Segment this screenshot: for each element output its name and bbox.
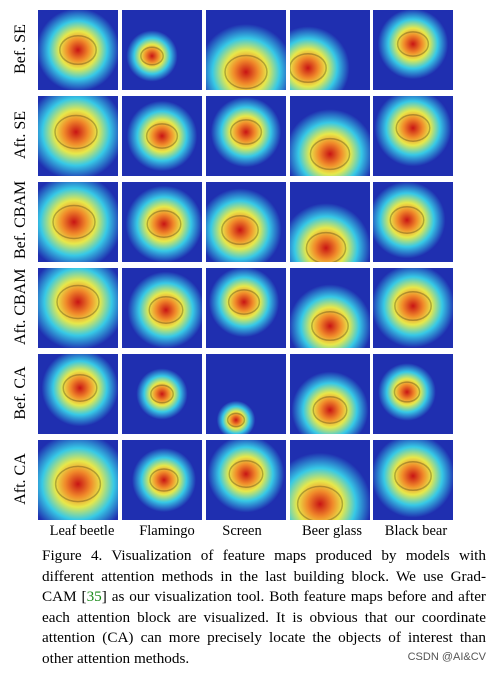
column-label-flamingo: Flamingo bbox=[139, 523, 195, 539]
beer-glass-heatmap bbox=[290, 96, 370, 176]
flamingo-heatmap bbox=[122, 10, 202, 90]
leaf-beetle-heatmap bbox=[38, 268, 118, 348]
watermark: CSDN @AI&CV bbox=[407, 651, 486, 663]
leaf-beetle-heatmap bbox=[38, 10, 118, 90]
feature-map-grid: Bef. SE Aft. SE Bef. CBAM Aft. CBAM Bef.… bbox=[12, 10, 453, 539]
flamingo-heatmap bbox=[122, 182, 202, 262]
caption-suffix: ] as our visualization tool. Both featur… bbox=[42, 588, 486, 667]
beer-glass-heatmap bbox=[290, 182, 370, 262]
flamingo-heatmap bbox=[122, 96, 202, 176]
beer-glass-heatmap bbox=[290, 268, 370, 348]
leaf-beetle-heatmap bbox=[38, 354, 118, 434]
beer-glass-heatmap bbox=[290, 10, 370, 90]
leaf-beetle-heatmap bbox=[38, 440, 118, 520]
row-label-bef-cbam: Bef. CBAM bbox=[12, 180, 29, 259]
citation-link[interactable]: 35 bbox=[86, 588, 102, 606]
flamingo-heatmap bbox=[122, 268, 202, 348]
row-label-bef-ca: Bef. CA bbox=[12, 366, 29, 420]
beer-glass-heatmap bbox=[290, 440, 370, 520]
column-label-leaf-beetle: Leaf beetle bbox=[49, 523, 115, 539]
black-bear-heatmap bbox=[373, 268, 453, 348]
screen-heatmap bbox=[206, 268, 286, 348]
screen-heatmap bbox=[206, 182, 286, 262]
row-label-aft-se: Aft. SE bbox=[12, 111, 29, 159]
row-label-aft-cbam: Aft. CBAM bbox=[12, 268, 29, 345]
flamingo-heatmap bbox=[122, 440, 202, 520]
leaf-beetle-heatmap bbox=[38, 96, 118, 176]
black-bear-heatmap bbox=[373, 10, 453, 90]
row-label-bef-se: Bef. SE bbox=[12, 24, 29, 74]
leaf-beetle-heatmap bbox=[38, 182, 118, 262]
figure-caption: Figure 4. Visualization of feature maps … bbox=[42, 546, 486, 670]
screen-heatmap bbox=[206, 10, 286, 90]
black-bear-heatmap bbox=[373, 182, 453, 262]
flamingo-heatmap bbox=[122, 354, 202, 434]
black-bear-heatmap bbox=[373, 440, 453, 520]
caption-prefix: Figure 4. Visualization of feature maps … bbox=[42, 547, 486, 606]
black-bear-heatmap bbox=[373, 96, 453, 176]
column-label-beer-glass: Beer glass bbox=[302, 523, 362, 539]
screen-heatmap bbox=[206, 440, 286, 520]
screen-heatmap bbox=[206, 96, 286, 176]
screen-heatmap bbox=[206, 354, 286, 434]
black-bear-heatmap bbox=[373, 354, 453, 434]
column-label-screen: Screen bbox=[222, 523, 262, 539]
beer-glass-heatmap bbox=[290, 354, 370, 434]
row-label-aft-ca: Aft. CA bbox=[12, 453, 29, 505]
column-label-black-bear: Black bear bbox=[384, 523, 448, 539]
